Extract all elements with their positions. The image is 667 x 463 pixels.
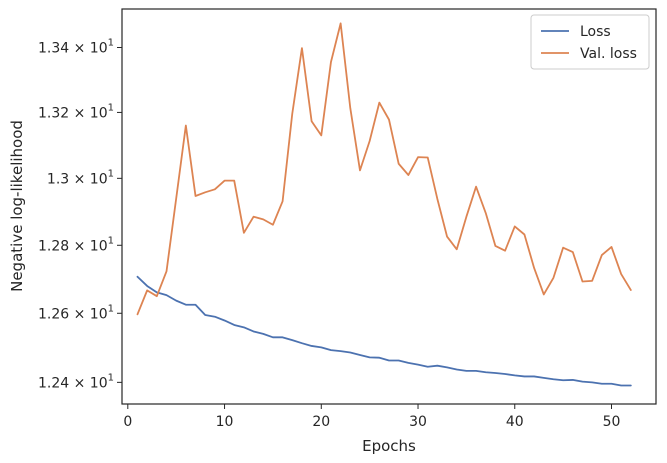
series-line-val-loss	[136, 22, 632, 316]
legend: Loss Val. loss	[530, 14, 650, 70]
legend-box	[530, 14, 650, 70]
y-tick-label: 1.32 × 101	[38, 102, 114, 121]
y-axis: 1.24 × 101 1.26 × 101 1.28 × 101 1.3 × 101 1…	[38, 37, 122, 391]
y-tick-label: 1.24 × 101	[38, 372, 114, 391]
y-axis-label: Negative log-likelihood	[8, 120, 26, 292]
y-tick-label: 1.28 × 101	[38, 235, 114, 254]
x-tick-label: 50	[603, 414, 621, 430]
y-tick-label: 1.34 × 101	[38, 37, 114, 56]
x-axis-label: Epochs	[362, 437, 416, 455]
x-tick-label: 10	[216, 414, 234, 430]
plot-area	[136, 22, 632, 387]
plot-frame	[121, 8, 657, 405]
legend-label-loss: Loss	[580, 24, 611, 40]
x-tick-label: 0	[123, 414, 132, 430]
legend-label-val-loss: Val. loss	[580, 46, 637, 62]
x-tick-label: 20	[312, 414, 330, 430]
y-tick-label: 1.3 × 101	[47, 168, 114, 187]
x-tick-label: 30	[409, 414, 427, 430]
y-tick-label: 1.26 × 101	[38, 303, 114, 322]
x-tick-label: 40	[506, 414, 524, 430]
series-line-loss	[136, 275, 632, 387]
x-axis: 0 10 20 30 40 50	[123, 404, 620, 430]
